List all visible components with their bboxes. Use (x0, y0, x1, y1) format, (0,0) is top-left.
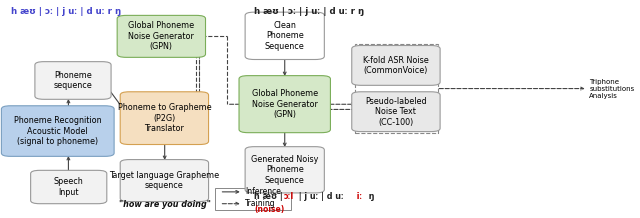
Text: | j uː | d uː: | j uː | d uː (296, 192, 344, 201)
Text: Pseudo-labeled
Noise Text
(CC-100): Pseudo-labeled Noise Text (CC-100) (365, 97, 427, 127)
Text: Global Phoneme
Noise Generator
(GPN): Global Phoneme Noise Generator (GPN) (252, 89, 318, 119)
FancyBboxPatch shape (245, 12, 324, 60)
Text: Training: Training (245, 199, 276, 208)
FancyBboxPatch shape (215, 188, 291, 209)
Text: ɔːl: ɔːl (284, 192, 294, 201)
Text: Phoneme Recognition
Acoustic Model
(signal to phoneme): Phoneme Recognition Acoustic Model (sign… (14, 116, 102, 146)
FancyBboxPatch shape (1, 106, 114, 156)
FancyBboxPatch shape (35, 62, 111, 99)
Text: K-fold ASR Noise
(CommonVoice): K-fold ASR Noise (CommonVoice) (363, 56, 429, 75)
FancyBboxPatch shape (120, 160, 209, 202)
Text: "how are you doing": "how are you doing" (119, 200, 211, 209)
FancyBboxPatch shape (352, 92, 440, 132)
FancyBboxPatch shape (120, 92, 209, 145)
FancyBboxPatch shape (117, 15, 205, 57)
Text: iː: iː (354, 192, 362, 201)
FancyBboxPatch shape (239, 76, 330, 133)
Text: Phoneme
sequence: Phoneme sequence (54, 71, 92, 90)
Text: (noise): (noise) (254, 205, 285, 214)
Text: Speech
Input: Speech Input (54, 177, 84, 197)
Text: Inference: Inference (245, 187, 281, 196)
FancyBboxPatch shape (352, 46, 440, 85)
Text: Phoneme to Grapheme
(P2G)
Translator: Phoneme to Grapheme (P2G) Translator (118, 103, 211, 133)
FancyBboxPatch shape (31, 170, 107, 204)
Text: Generated Noisy
Phoneme
Sequence: Generated Noisy Phoneme Sequence (251, 155, 319, 185)
Text: Target language Grapheme
sequence: Target language Grapheme sequence (109, 171, 220, 190)
Text: h æʊ |: h æʊ | (254, 192, 286, 201)
Text: Clean
Phoneme
Sequence: Clean Phoneme Sequence (265, 21, 305, 51)
Text: Triphone
substitutions
Analysis: Triphone substitutions Analysis (589, 78, 635, 99)
FancyBboxPatch shape (245, 147, 324, 193)
Text: ŋ: ŋ (366, 192, 374, 201)
Text: h æʊ | ɔː | j uː | d uː r ŋ: h æʊ | ɔː | j uː | d uː r ŋ (10, 7, 121, 16)
Text: Global Phoneme
Noise Generator
(GPN): Global Phoneme Noise Generator (GPN) (128, 21, 195, 51)
Text: h æʊ | ɔː | j uː | d uː r ŋ: h æʊ | ɔː | j uː | d uː r ŋ (254, 7, 364, 16)
